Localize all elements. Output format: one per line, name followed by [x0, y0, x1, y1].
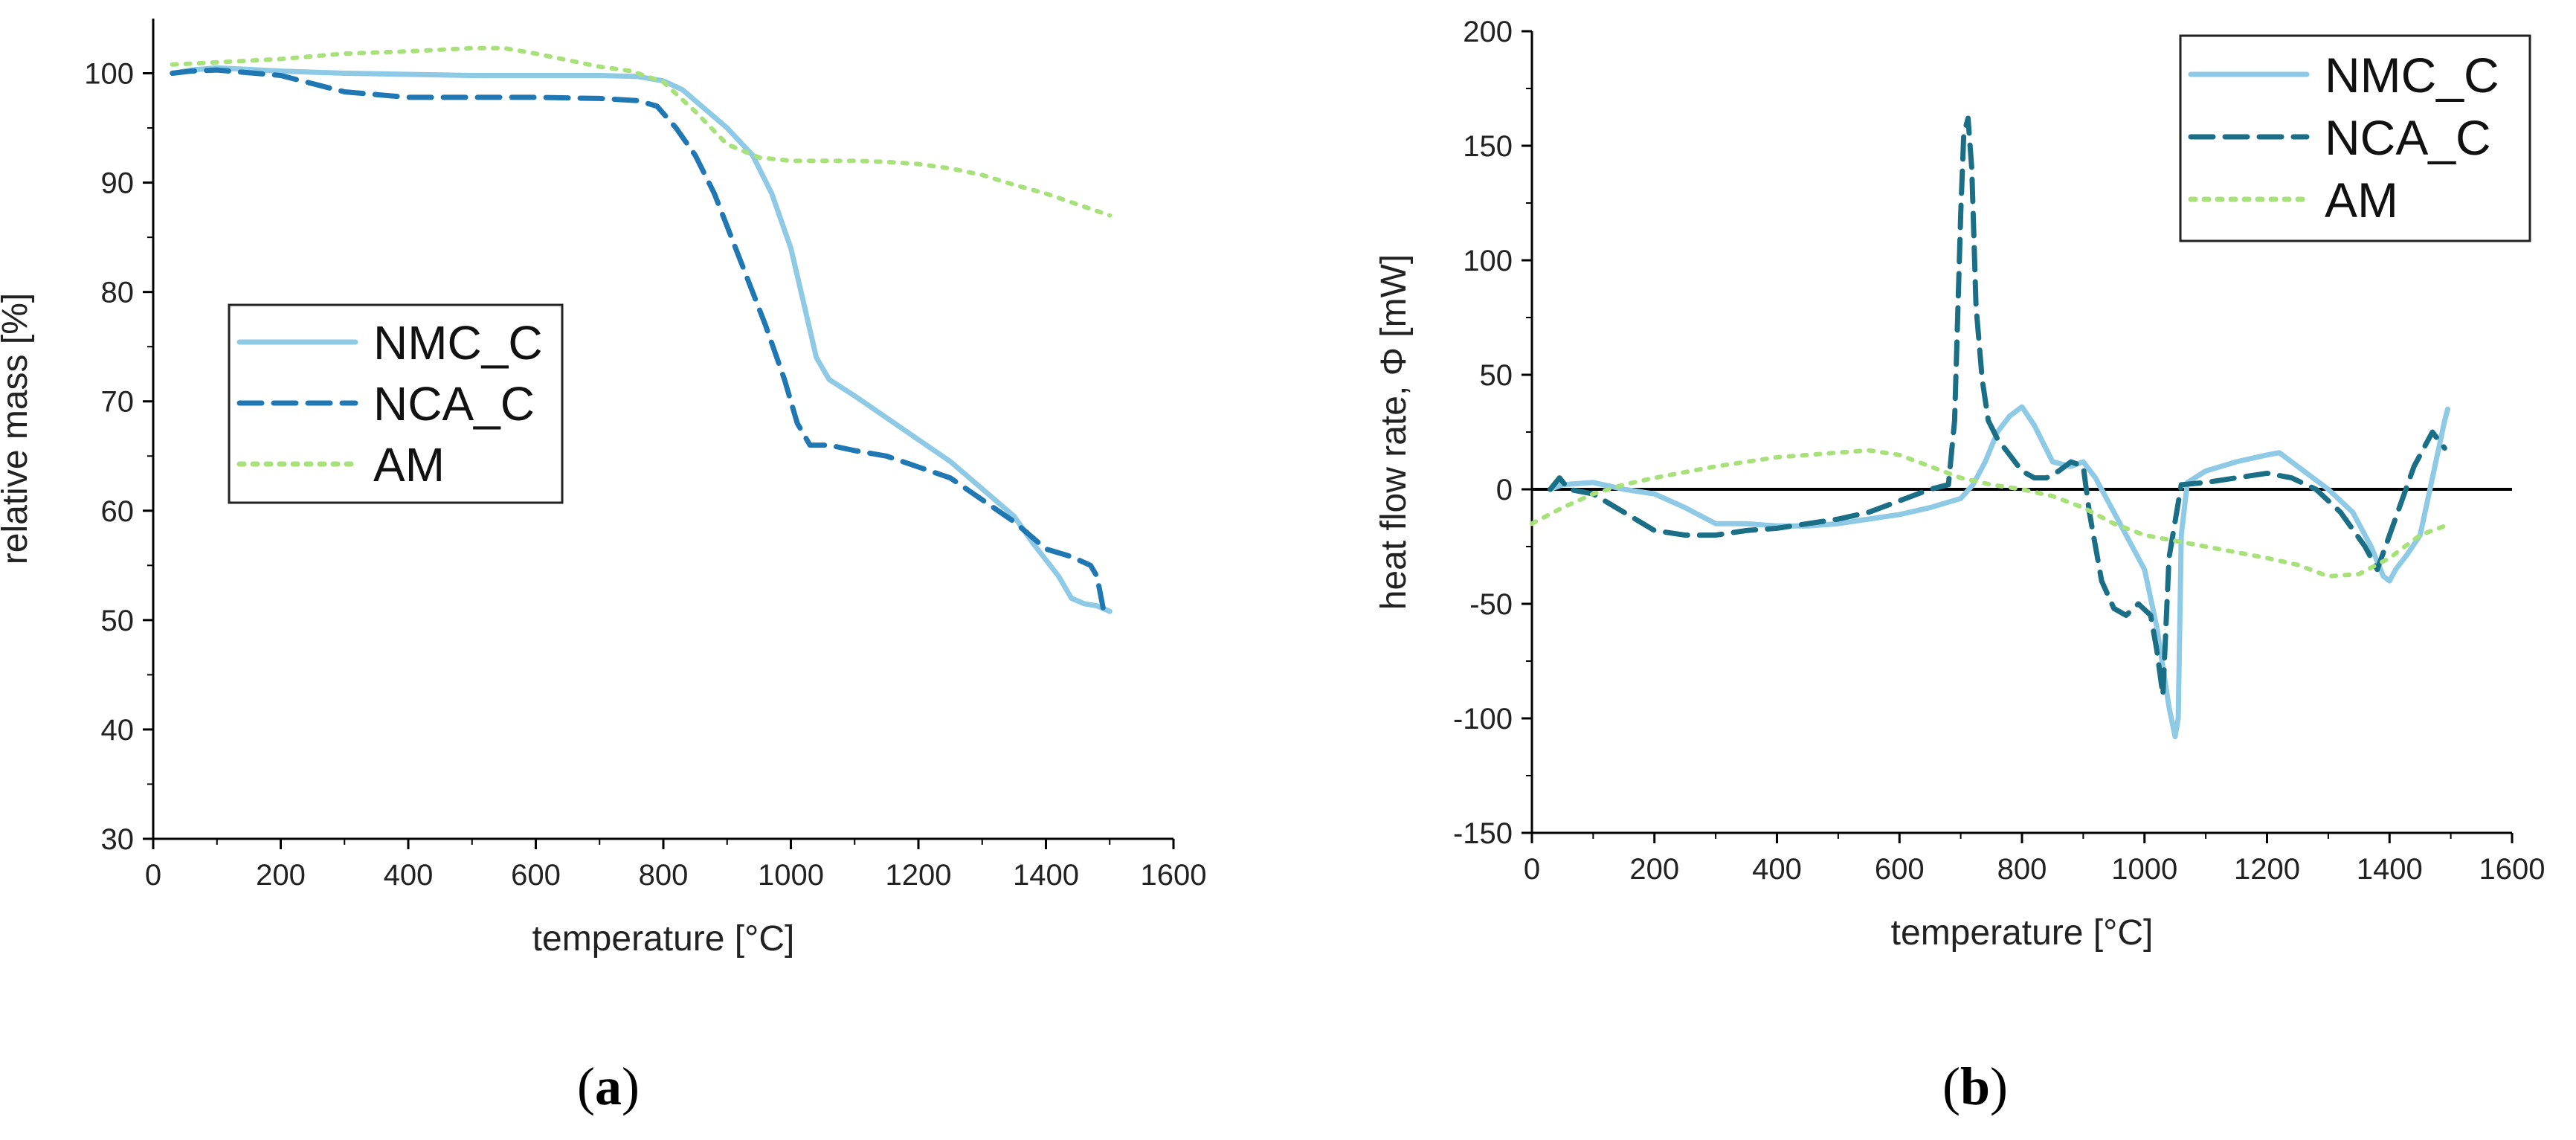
x-tick-label: 1600	[1141, 859, 1207, 892]
series-line-am	[170, 45, 1112, 218]
y-tick-label: 40	[101, 714, 135, 747]
x-tick-label: 200	[1629, 853, 1679, 886]
x-tick-label: 600	[1875, 853, 1925, 886]
x-tick-label: 800	[1997, 853, 2047, 886]
y-tick-label: -50	[1469, 588, 1513, 621]
legend-label-nmc-c: NMC_C	[373, 316, 543, 370]
y-tick-label: 100	[1463, 245, 1513, 277]
series-line-nmc-c	[170, 65, 1112, 614]
legend-label-nmc-c: NMC_C	[2325, 48, 2499, 103]
legend-label-nca-c: NCA_C	[373, 377, 535, 431]
legend-label-am: AM	[2325, 173, 2398, 228]
y-tick-label: 0	[1496, 474, 1513, 506]
y-tick-label: 200	[1463, 16, 1513, 48]
y-tick-label: 100	[84, 58, 134, 91]
y-axis-title: relative mass [%]	[0, 293, 35, 564]
y-tick-label: -150	[1453, 817, 1513, 850]
series-line-nca-c	[170, 67, 1107, 612]
x-tick-label: 1200	[886, 859, 952, 892]
x-tick-label: 600	[511, 859, 561, 892]
y-tick-label: 50	[101, 605, 135, 637]
panel-label-a: (a)	[577, 1057, 640, 1116]
x-tick-label: 400	[384, 859, 434, 892]
x-tick-label: 400	[1752, 853, 1802, 886]
x-tick-label: 1600	[2479, 853, 2546, 886]
x-tick-label: 0	[1524, 853, 1540, 886]
x-tick-label: 1400	[2357, 853, 2423, 886]
chart-b: 0 200 400 600 800 1000 1200 1400 1600-150-100-50…	[1374, 16, 2546, 953]
x-tick-label: 200	[256, 859, 306, 892]
chart-a: 0 200 400 600 800 1000 1200 1400 1600 30 40 50 60 70 8…	[0, 19, 1207, 959]
y-tick-label: 50	[1480, 359, 1513, 392]
x-tick-label: 1000	[2111, 853, 2177, 886]
x-tick-label: 1000	[758, 859, 824, 892]
y-axis-title: heat flow rate, Φ [mW]	[1374, 254, 1414, 610]
y-tick-label: 150	[1463, 130, 1513, 163]
y-tick-label: 90	[101, 167, 135, 200]
series-line-nca-c	[1548, 115, 2447, 698]
series-line-am	[1530, 448, 2447, 579]
y-tick-label: 60	[101, 495, 135, 528]
x-tick-label: 800	[639, 859, 689, 892]
x-axis-title: temperature [°C]	[532, 919, 795, 959]
x-tick-label: 1200	[2234, 853, 2300, 886]
legend-label-nca-c: NCA_C	[2325, 110, 2491, 165]
x-tick-label: 1400	[1013, 859, 1079, 892]
x-axis-title: temperature [°C]	[1891, 913, 2154, 953]
panel-label-b: (b)	[1942, 1057, 2009, 1116]
legend-label-am: AM	[373, 438, 445, 492]
y-tick-label: 30	[101, 823, 135, 856]
y-tick-label: 70	[101, 386, 135, 419]
y-tick-label: -100	[1453, 703, 1513, 735]
series-line-nmc-c	[1548, 404, 2450, 740]
y-tick-label: 80	[101, 277, 135, 309]
x-tick-label: 0	[145, 859, 161, 892]
